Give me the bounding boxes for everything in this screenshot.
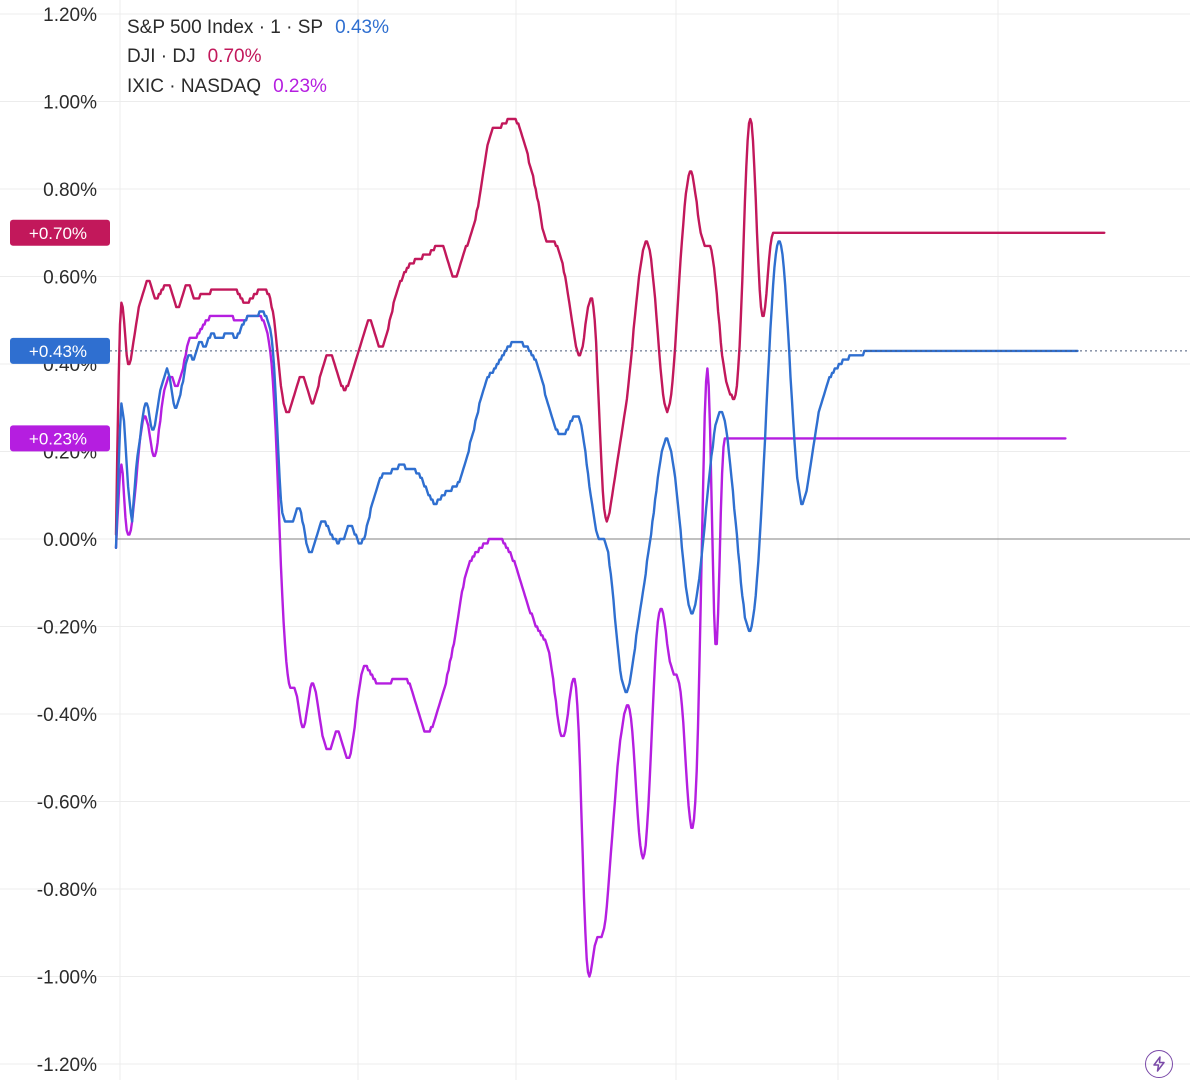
y-tick-label: 0.00% — [43, 530, 97, 551]
series-line-0 — [114, 240, 1079, 694]
legend-series-name: S&P 500 Index · 1 · SP — [127, 17, 323, 38]
value-badge: +0.43% — [10, 337, 110, 364]
y-tick-label: 1.00% — [43, 93, 97, 114]
legend-series-name: IXIC · NASDAQ — [127, 76, 261, 97]
badge-label: +0.23% — [29, 429, 87, 448]
y-tick-label: 1.20% — [43, 5, 97, 26]
legend-series-name: DJI · DJ — [127, 46, 196, 67]
lightning-button[interactable] — [1145, 1050, 1173, 1078]
y-tick-label: -0.80% — [37, 880, 97, 901]
value-badge: +0.70% — [10, 219, 110, 246]
legend: S&P 500 Index · 1 · SP 0.43% DJI · DJ 0.70%… — [127, 17, 389, 97]
badge-label: +0.70% — [29, 224, 87, 243]
y-tick-label: -1.00% — [37, 968, 97, 989]
y-tick-label: -0.40% — [37, 705, 97, 726]
y-axis-ticks: 1.20%1.00%0.80%0.60%0.40%0.20%0.00%-0.20… — [37, 5, 97, 1076]
badge-label: +0.43% — [29, 342, 87, 361]
lightning-icon — [1153, 1056, 1165, 1072]
y-tick-label: -0.20% — [37, 618, 97, 639]
series-lines — [114, 117, 1106, 978]
legend-series-value: 0.23% — [273, 76, 327, 97]
legend-series-value: 0.70% — [208, 46, 262, 67]
y-tick-label: 0.60% — [43, 268, 97, 289]
last-value-badges: +0.43% +0.70% +0.23% — [10, 219, 110, 452]
value-badge: +0.23% — [10, 425, 110, 452]
y-tick-label: -0.60% — [37, 793, 97, 814]
series-line-1 — [114, 117, 1106, 536]
series-line-2 — [114, 314, 1067, 978]
y-tick-label: -1.20% — [37, 1055, 97, 1076]
legend-series-value: 0.43% — [335, 17, 389, 38]
y-tick-label: 0.80% — [43, 180, 97, 201]
